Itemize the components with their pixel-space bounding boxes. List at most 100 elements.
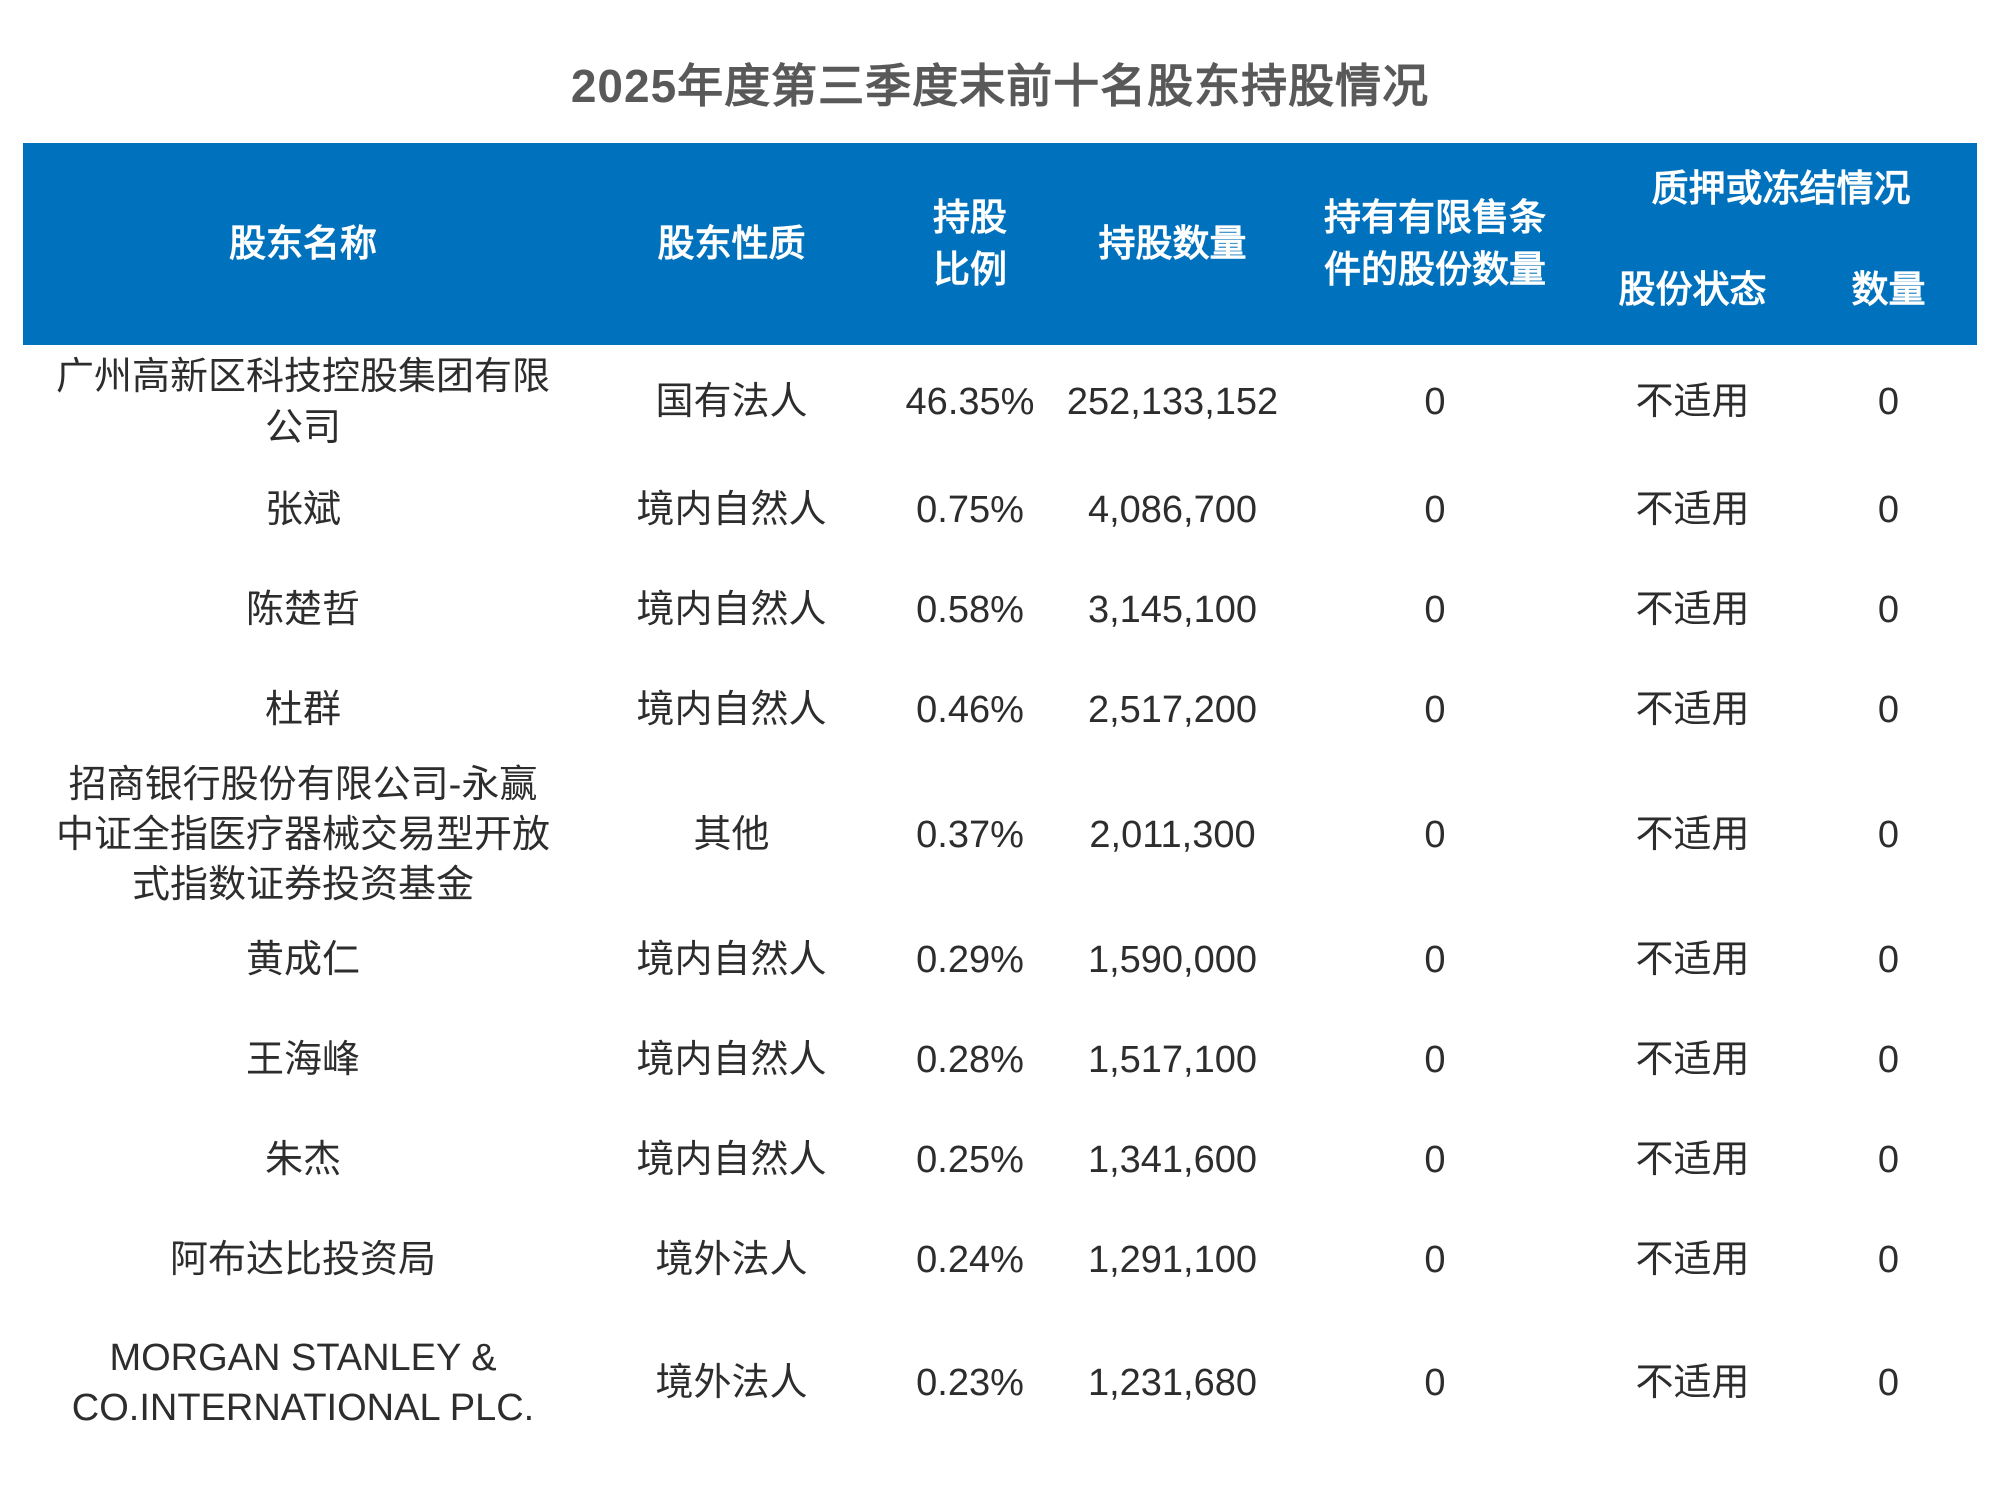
table-row: 张斌 境内自然人 0.75% 4,086,700 0 不适用 0 (23, 460, 1977, 560)
cell-shareholder-nature: 境内自然人 (636, 588, 827, 631)
cell-shareholder-name: 广州高新区科技控股集团有限公司 (23, 345, 583, 460)
table-body: 广州高新区科技控股集团有限公司 国有法人 46.35% 252,133,152 … (23, 345, 1977, 1455)
cell-restricted-shares: 0 (1424, 1239, 1446, 1282)
column-header-quantity: 数量 (1800, 235, 1977, 345)
cell-share-status: 不适用 (1635, 814, 1750, 857)
cell-shares-held: 1,341,600 (1087, 1139, 1258, 1182)
cell-shareholding-ratio: 0.24% (916, 1239, 1024, 1282)
cell-restricted-shares: 0 (1424, 814, 1446, 857)
cell-shareholder-nature: 境内自然人 (636, 1039, 827, 1082)
cell-shares-held: 3,145,100 (1087, 588, 1258, 631)
cell-restricted-shares: 0 (1424, 1361, 1446, 1404)
cell-restricted-shares: 0 (1424, 588, 1446, 631)
column-header-quantity-label: 数量 (1851, 269, 1926, 311)
cell-pledge-quantity: 0 (1877, 488, 1900, 531)
cell-shareholder-name: 招商银行股份有限公司-永赢中证全指医疗器械交易型开放式指数证券投资基金 (23, 760, 583, 910)
cell-shareholder-name: 陈楚哲 (23, 560, 583, 660)
column-header-shareholding-ratio: 持股比例 (880, 143, 1060, 345)
cell-restricted-shares: 0 (1424, 1039, 1446, 1082)
table-row: 朱杰 境内自然人 0.25% 1,341,600 0 不适用 0 (23, 1110, 1977, 1210)
cell-pledge-quantity: 0 (1877, 688, 1900, 731)
table-row: 广州高新区科技控股集团有限公司 国有法人 46.35% 252,133,152 … (23, 345, 1977, 460)
column-header-shareholder-nature: 股东性质 (583, 143, 880, 345)
cell-share-status: 不适用 (1635, 588, 1750, 631)
cell-shares-held: 1,517,100 (1087, 1039, 1258, 1082)
cell-restricted-shares: 0 (1424, 381, 1446, 424)
cell-shareholding-ratio: 0.37% (916, 814, 1024, 857)
cell-shareholder-nature: 境内自然人 (636, 488, 827, 531)
column-header-share-status-label: 股份状态 (1618, 269, 1767, 311)
cell-pledge-quantity: 0 (1877, 1039, 1900, 1082)
shareholder-name-value: 招商银行股份有限公司-永赢中证全指医疗器械交易型开放式指数证券投资基金 (55, 764, 550, 907)
shareholder-name-value: 张斌 (264, 488, 341, 531)
cell-share-status: 不适用 (1635, 688, 1750, 731)
column-header-shares-held-label: 持股数量 (1098, 223, 1247, 265)
column-header-shareholder-nature-label: 股东性质 (657, 223, 806, 265)
cell-shareholder-name: 黄成仁 (23, 910, 583, 1010)
shareholder-name-value: 杜群 (264, 688, 341, 731)
column-header-shareholder-name: 股东名称 (23, 143, 583, 345)
cell-restricted-shares: 0 (1424, 688, 1446, 731)
cell-shareholder-name: 阿布达比投资局 (23, 1210, 583, 1310)
cell-shareholder-name: 杜群 (23, 660, 583, 760)
cell-shareholding-ratio: 0.23% (916, 1361, 1024, 1404)
column-header-share-status: 股份状态 (1585, 235, 1800, 345)
cell-share-status: 不适用 (1635, 381, 1750, 424)
cell-shares-held: 4,086,700 (1087, 488, 1258, 531)
shareholder-name-value: MORGAN STANLEY & CO.INTERNATIONAL PLC. (71, 1336, 535, 1429)
shareholder-name-value: 朱杰 (264, 1139, 341, 1182)
cell-share-status: 不适用 (1635, 488, 1750, 531)
cell-shareholder-name: 朱杰 (23, 1110, 583, 1210)
table-row: 杜群 境内自然人 0.46% 2,517,200 0 不适用 0 (23, 660, 1977, 760)
cell-pledge-quantity: 0 (1877, 939, 1900, 982)
cell-shares-held: 1,291,100 (1087, 1239, 1258, 1282)
column-header-pledge-group: 质押或冻结情况 (1585, 143, 1977, 235)
cell-pledge-quantity: 0 (1877, 1139, 1900, 1182)
cell-shareholder-nature: 境内自然人 (636, 1139, 827, 1182)
cell-shares-held: 252,133,152 (1066, 381, 1279, 424)
cell-pledge-quantity: 0 (1877, 1361, 1900, 1404)
cell-share-status: 不适用 (1635, 1039, 1750, 1082)
cell-pledge-quantity: 0 (1877, 814, 1900, 857)
cell-restricted-shares: 0 (1424, 1139, 1446, 1182)
cell-shareholding-ratio: 0.75% (916, 488, 1024, 531)
cell-shareholding-ratio: 0.58% (916, 588, 1024, 631)
cell-shareholder-nature: 其他 (693, 814, 770, 857)
cell-share-status: 不适用 (1635, 1239, 1750, 1282)
table-row: MORGAN STANLEY & CO.INTERNATIONAL PLC. 境… (23, 1310, 1977, 1455)
cell-shares-held: 2,517,200 (1087, 688, 1258, 731)
cell-shareholding-ratio: 0.28% (916, 1039, 1024, 1082)
cell-shareholding-ratio: 0.29% (916, 939, 1024, 982)
cell-shareholder-name: MORGAN STANLEY & CO.INTERNATIONAL PLC. (23, 1310, 583, 1455)
cell-shareholding-ratio: 0.46% (916, 688, 1024, 731)
shareholder-name-value: 陈楚哲 (245, 588, 360, 631)
shareholder-name-value: 广州高新区科技控股集团有限公司 (55, 356, 550, 449)
cell-shareholder-nature: 境外法人 (655, 1239, 808, 1282)
column-header-restricted-shares: 持有有限售条件的股份数量 (1285, 143, 1585, 345)
shareholders-table: 股东名称 股东性质 持股比例 持股数量 持有有限售条件的股份数量 质押或冻结情况… (23, 143, 1977, 1455)
cell-shares-held: 1,590,000 (1087, 939, 1258, 982)
page-title: 2025年度第三季度末前十名股东持股情况 (570, 60, 1430, 112)
cell-shareholding-ratio: 0.25% (916, 1139, 1024, 1182)
column-header-shares-held: 持股数量 (1060, 143, 1285, 345)
column-header-restricted-shares-label: 持有有限售条件的股份数量 (1324, 197, 1546, 290)
column-header-shareholder-name-label: 股东名称 (229, 223, 377, 265)
cell-restricted-shares: 0 (1424, 488, 1446, 531)
column-header-pledge-group-label: 质押或冻结情况 (1651, 168, 1911, 210)
cell-pledge-quantity: 0 (1877, 1239, 1900, 1282)
cell-restricted-shares: 0 (1424, 939, 1446, 982)
shareholder-name-value: 王海峰 (245, 1039, 360, 1082)
shareholder-name-value: 阿布达比投资局 (169, 1239, 436, 1282)
table-header: 股东名称 股东性质 持股比例 持股数量 持有有限售条件的股份数量 质押或冻结情况… (23, 143, 1977, 345)
table-row: 黄成仁 境内自然人 0.29% 1,590,000 0 不适用 0 (23, 910, 1977, 1010)
cell-shareholder-name: 王海峰 (23, 1010, 583, 1110)
shareholder-name-value: 黄成仁 (245, 939, 360, 982)
cell-share-status: 不适用 (1635, 1361, 1750, 1404)
table-row: 王海峰 境内自然人 0.28% 1,517,100 0 不适用 0 (23, 1010, 1977, 1110)
table-row: 陈楚哲 境内自然人 0.58% 3,145,100 0 不适用 0 (23, 560, 1977, 660)
cell-shareholder-nature: 境内自然人 (636, 939, 827, 982)
cell-pledge-quantity: 0 (1877, 381, 1900, 424)
cell-shareholding-ratio: 46.35% (905, 381, 1035, 424)
cell-shareholder-nature: 国有法人 (655, 381, 808, 424)
